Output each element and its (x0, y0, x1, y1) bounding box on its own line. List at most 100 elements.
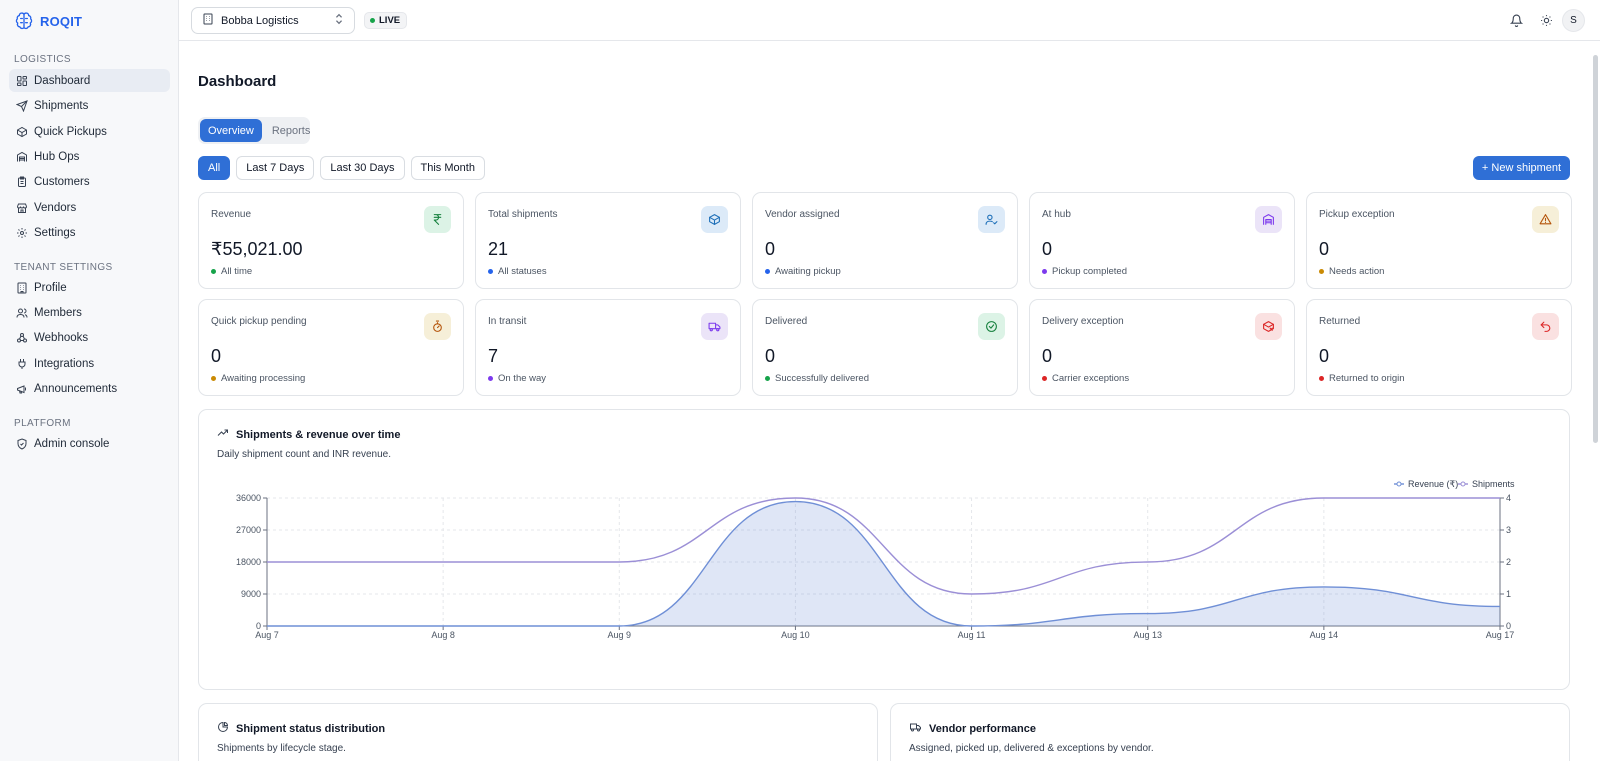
x-tick-label: Aug 11 (958, 630, 986, 640)
sidebar-item-label: Settings (34, 226, 76, 239)
sidebar-item-label: Quick Pickups (34, 125, 107, 138)
panel-title-text: Shipment status distribution (236, 722, 386, 735)
sidebar-item-profile[interactable]: Profile (9, 276, 170, 299)
sidebar-item-quick-pickups[interactable]: Quick Pickups (9, 120, 170, 143)
tab-overview[interactable]: Overview (200, 119, 262, 142)
user-check-icon (978, 206, 1005, 233)
filter-this-month[interactable]: This Month (410, 156, 485, 180)
stat-card-value: 0 (1319, 346, 1330, 366)
stat-card-subtitle-text: Returned to origin (1329, 373, 1405, 384)
nav-section-logistics: LOGISTICS (14, 54, 71, 65)
stat-card-title: Returned (1319, 316, 1361, 327)
sun-icon[interactable] (1535, 9, 1558, 32)
filter-last-7-days[interactable]: Last 7 Days (236, 156, 315, 180)
sidebar-item-webhooks[interactable]: Webhooks (9, 326, 170, 349)
brand-logo[interactable]: ROQIT (14, 10, 82, 32)
y-left-tick-label: 0 (256, 621, 261, 631)
sidebar-item-label: Profile (34, 281, 67, 294)
stat-card-subtitle: All statuses (488, 266, 547, 277)
sidebar-item-members[interactable]: Members (9, 301, 170, 324)
stat-card-delivered[interactable]: Delivered 0 Successfully delivered (752, 299, 1018, 396)
stat-card-subtitle-text: Carrier exceptions (1052, 373, 1130, 384)
truck-icon (701, 313, 728, 340)
stat-card-vendor-assigned[interactable]: Vendor assigned 0 Awaiting pickup (752, 192, 1018, 289)
stat-card-subtitle-text: All statuses (498, 266, 547, 277)
stat-card-title: Delivered (765, 316, 808, 327)
stat-card-delivery-exception[interactable]: Delivery exception 0 Carrier exceptions (1029, 299, 1295, 396)
chart-title: Shipments & revenue over time (236, 428, 401, 441)
status-dot (1042, 269, 1047, 274)
stat-card-pickup-exception[interactable]: Pickup exception 0 Needs action (1306, 192, 1572, 289)
gear-icon (16, 227, 28, 239)
chart-subtitle: Daily shipment count and INR revenue. (217, 449, 391, 460)
stat-card-subtitle-text: Awaiting pickup (775, 266, 841, 277)
x-tick-label: Aug 14 (1310, 630, 1339, 640)
stat-card-title: At hub (1042, 209, 1071, 220)
status-dot (765, 269, 770, 274)
bell-icon[interactable] (1505, 9, 1528, 32)
filter-last-30-days[interactable]: Last 30 Days (320, 156, 405, 180)
legend-marker (1396, 481, 1402, 487)
sidebar-item-label: Members (34, 306, 82, 319)
page-scrollbar[interactable] (1593, 55, 1598, 443)
stat-card-title: Revenue (211, 209, 252, 220)
x-tick-label: Aug 8 (431, 630, 455, 640)
tab-reports[interactable]: Reports (271, 124, 311, 137)
stat-card-at-hub[interactable]: At hub 0 Pickup completed (1029, 192, 1295, 289)
y-right-tick-label: 3 (1506, 525, 1511, 535)
sidebar-item-shipments[interactable]: Shipments (9, 94, 170, 117)
building-icon (202, 13, 214, 28)
stat-card-revenue[interactable]: Revenue ₹55,021.00 All time (198, 192, 464, 289)
vendor-performance-title: Vendor performance (909, 721, 1036, 736)
x-tick-label: Aug 10 (781, 630, 810, 640)
sidebar-item-customers[interactable]: Customers (9, 170, 170, 193)
new-shipment-button[interactable]: + New shipment (1473, 156, 1570, 180)
legend-label: Revenue (₹) (1408, 480, 1458, 489)
status-distribution-panel: Shipment status distribution Shipments b… (198, 703, 878, 761)
stat-card-subtitle: Awaiting pickup (765, 266, 841, 277)
stat-card-title: Total shipments (488, 209, 558, 220)
filter-all[interactable]: All (198, 156, 231, 180)
stat-card-title: Delivery exception (1042, 316, 1124, 327)
sidebar-item-label: Announcements (34, 382, 118, 395)
sidebar-item-integrations[interactable]: Integrations (9, 352, 170, 375)
y-left-tick-label: 36000 (236, 493, 261, 503)
y-right-tick-label: 1 (1506, 589, 1511, 599)
sidebar-item-announcements[interactable]: Announcements (9, 377, 170, 400)
warehouse-icon (16, 151, 28, 163)
stat-card-value: 21 (488, 239, 509, 259)
live-status-dot (370, 18, 375, 23)
shipments-revenue-chart: 0 9000 18000 27000 36000 0 1 2 3 4 Aug 7 Aug 8 Aug 9… (236, 480, 1515, 640)
tenant-select[interactable]: Bobba Logistics (191, 7, 355, 34)
avatar[interactable]: S (1562, 9, 1585, 32)
sidebar-item-dashboard[interactable]: Dashboard (9, 69, 170, 92)
stat-card-value: 0 (211, 346, 222, 366)
sidebar-item-label: Dashboard (34, 74, 91, 87)
trending-up-icon (217, 427, 229, 442)
check-circle-icon (978, 313, 1005, 340)
brain-logo-icon (15, 12, 33, 30)
status-dot (765, 376, 770, 381)
stat-card-quick-pickup-pending[interactable]: Quick pickup pending 0 Awaiting processing (198, 299, 464, 396)
stat-card-total-shipments[interactable]: Total shipments 21 All statuses (475, 192, 741, 289)
stat-card-returned[interactable]: Returned 0 Returned to origin (1306, 299, 1572, 396)
sidebar-item-admin-console[interactable]: Admin console (9, 432, 170, 455)
status-dot (1319, 269, 1324, 274)
stat-card-subtitle-text: Pickup completed (1052, 266, 1127, 277)
sidebar-item-settings[interactable]: Settings (9, 221, 170, 244)
status-dot (488, 376, 493, 381)
sidebar-item-label: Integrations (34, 357, 95, 370)
clipboard-icon (16, 176, 28, 188)
sidebar-item-vendors[interactable]: Vendors (9, 196, 170, 219)
box-icon (701, 206, 728, 233)
users-icon (16, 307, 28, 319)
status-distribution-title: Shipment status distribution (217, 721, 385, 736)
series-line-shipments (267, 497, 1500, 595)
package-x-icon (1255, 313, 1282, 340)
status-dot (1319, 376, 1324, 381)
stat-card-in-transit[interactable]: In transit 7 On the way (475, 299, 741, 396)
sidebar-item-hub-ops[interactable]: Hub Ops (9, 145, 170, 168)
panel-subtitle: Assigned, picked up, delivered & excepti… (909, 743, 1154, 754)
stat-card-subtitle: Successfully delivered (765, 373, 869, 384)
package-icon (16, 126, 28, 138)
